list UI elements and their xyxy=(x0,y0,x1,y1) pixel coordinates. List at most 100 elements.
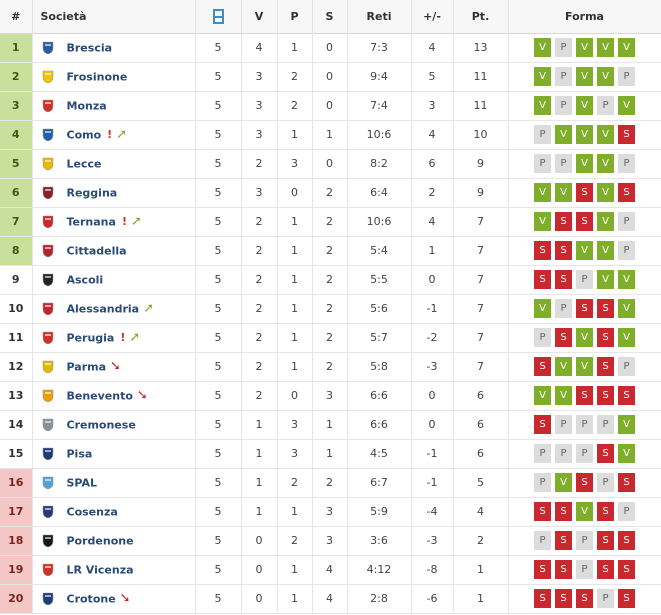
form-result-badge[interactable]: V xyxy=(576,67,593,86)
form-result-badge[interactable]: S xyxy=(618,386,635,405)
form-result-badge[interactable]: V xyxy=(576,357,593,376)
form-result-badge[interactable]: V xyxy=(555,125,572,144)
form-result-badge[interactable]: V xyxy=(597,183,614,202)
form-result-badge[interactable]: S xyxy=(597,560,614,579)
form-result-badge[interactable]: P xyxy=(618,154,635,173)
form-result-badge[interactable]: S xyxy=(618,473,635,492)
form-result-badge[interactable]: S xyxy=(576,183,593,202)
form-result-badge[interactable]: P xyxy=(618,67,635,86)
team-link[interactable]: Cittadella xyxy=(66,244,127,257)
form-result-badge[interactable]: S xyxy=(576,386,593,405)
form-result-badge[interactable]: S xyxy=(555,502,572,521)
form-result-badge[interactable]: S xyxy=(618,125,635,144)
team-link[interactable]: SPAL xyxy=(66,476,98,489)
form-result-badge[interactable]: V xyxy=(597,270,614,289)
form-result-badge[interactable]: S xyxy=(576,473,593,492)
form-result-badge[interactable]: S xyxy=(534,270,551,289)
form-result-badge[interactable]: P xyxy=(555,154,572,173)
form-result-badge[interactable]: S xyxy=(618,531,635,550)
form-result-badge[interactable]: S xyxy=(618,589,635,608)
form-result-badge[interactable]: V xyxy=(597,38,614,57)
form-result-badge[interactable]: V xyxy=(534,96,551,115)
team-link[interactable]: Pordenone xyxy=(66,534,134,547)
form-result-badge[interactable]: P xyxy=(555,38,572,57)
form-result-badge[interactable]: S xyxy=(597,386,614,405)
form-result-badge[interactable]: S xyxy=(534,357,551,376)
team-link[interactable]: Ascoli xyxy=(66,273,104,286)
form-result-badge[interactable]: V xyxy=(534,38,551,57)
header-team[interactable]: Società xyxy=(32,0,196,33)
form-result-badge[interactable]: S xyxy=(597,299,614,318)
form-result-badge[interactable]: S xyxy=(555,270,572,289)
header-lost[interactable]: S xyxy=(312,0,348,33)
form-result-badge[interactable]: P xyxy=(534,531,551,550)
form-result-badge[interactable]: V xyxy=(576,125,593,144)
form-result-badge[interactable]: V xyxy=(534,299,551,318)
form-result-badge[interactable]: S xyxy=(555,212,572,231)
form-result-badge[interactable]: V xyxy=(555,183,572,202)
team-link[interactable]: Crotone xyxy=(66,592,116,605)
form-result-badge[interactable]: V xyxy=(534,386,551,405)
form-result-badge[interactable]: P xyxy=(534,328,551,347)
header-position[interactable]: # xyxy=(0,0,33,33)
form-result-badge[interactable]: S xyxy=(597,502,614,521)
form-result-badge[interactable]: S xyxy=(555,589,572,608)
form-result-badge[interactable]: V xyxy=(576,154,593,173)
form-result-badge[interactable]: S xyxy=(597,357,614,376)
form-result-badge[interactable]: S xyxy=(597,444,614,463)
header-drawn[interactable]: P xyxy=(277,0,313,33)
form-result-badge[interactable]: P xyxy=(618,212,635,231)
form-result-badge[interactable]: P xyxy=(555,299,572,318)
team-link[interactable]: Cremonese xyxy=(66,418,136,431)
form-result-badge[interactable]: P xyxy=(618,241,635,260)
form-result-badge[interactable]: V xyxy=(534,67,551,86)
form-result-badge[interactable]: P xyxy=(555,444,572,463)
form-result-badge[interactable]: V xyxy=(534,212,551,231)
form-result-badge[interactable]: P xyxy=(597,415,614,434)
form-result-badge[interactable]: V xyxy=(555,473,572,492)
team-link[interactable]: Pisa xyxy=(66,447,93,460)
form-result-badge[interactable]: V xyxy=(597,154,614,173)
form-result-badge[interactable]: P xyxy=(534,125,551,144)
form-result-badge[interactable]: V xyxy=(576,502,593,521)
team-link[interactable]: LR Vicenza xyxy=(66,563,134,576)
header-played[interactable] xyxy=(195,0,242,33)
form-result-badge[interactable]: P xyxy=(597,96,614,115)
header-goals[interactable]: Reti xyxy=(347,0,412,33)
form-result-badge[interactable]: S xyxy=(534,241,551,260)
form-result-badge[interactable]: V xyxy=(618,328,635,347)
form-result-badge[interactable]: P xyxy=(576,415,593,434)
form-result-badge[interactable]: S xyxy=(597,531,614,550)
team-link[interactable]: Parma xyxy=(66,360,107,373)
form-result-badge[interactable]: V xyxy=(597,241,614,260)
form-result-badge[interactable]: V xyxy=(618,415,635,434)
form-result-badge[interactable]: V xyxy=(618,38,635,57)
form-result-badge[interactable]: P xyxy=(534,444,551,463)
team-link[interactable]: Como xyxy=(66,128,102,141)
team-link[interactable]: Reggina xyxy=(66,186,118,199)
form-result-badge[interactable]: S xyxy=(555,241,572,260)
form-result-badge[interactable]: V xyxy=(597,125,614,144)
form-result-badge[interactable]: P xyxy=(576,560,593,579)
form-result-badge[interactable]: V xyxy=(534,183,551,202)
form-result-badge[interactable]: P xyxy=(534,473,551,492)
header-points[interactable]: Pt. xyxy=(453,0,509,33)
form-result-badge[interactable]: S xyxy=(597,328,614,347)
form-result-badge[interactable]: S xyxy=(555,560,572,579)
form-result-badge[interactable]: P xyxy=(555,67,572,86)
form-result-badge[interactable]: S xyxy=(576,212,593,231)
team-link[interactable]: Ternana xyxy=(66,215,116,228)
form-result-badge[interactable]: S xyxy=(555,328,572,347)
form-result-badge[interactable]: P xyxy=(618,357,635,376)
form-result-badge[interactable]: V xyxy=(597,67,614,86)
form-result-badge[interactable]: P xyxy=(618,502,635,521)
form-result-badge[interactable]: S xyxy=(576,299,593,318)
team-link[interactable]: Perugia xyxy=(66,331,115,344)
form-result-badge[interactable]: P xyxy=(576,531,593,550)
form-result-badge[interactable]: V xyxy=(576,38,593,57)
form-result-badge[interactable]: S xyxy=(576,589,593,608)
form-result-badge[interactable]: P xyxy=(597,473,614,492)
team-link[interactable]: Frosinone xyxy=(66,70,128,83)
form-result-badge[interactable]: S xyxy=(555,531,572,550)
form-result-badge[interactable]: S xyxy=(618,183,635,202)
